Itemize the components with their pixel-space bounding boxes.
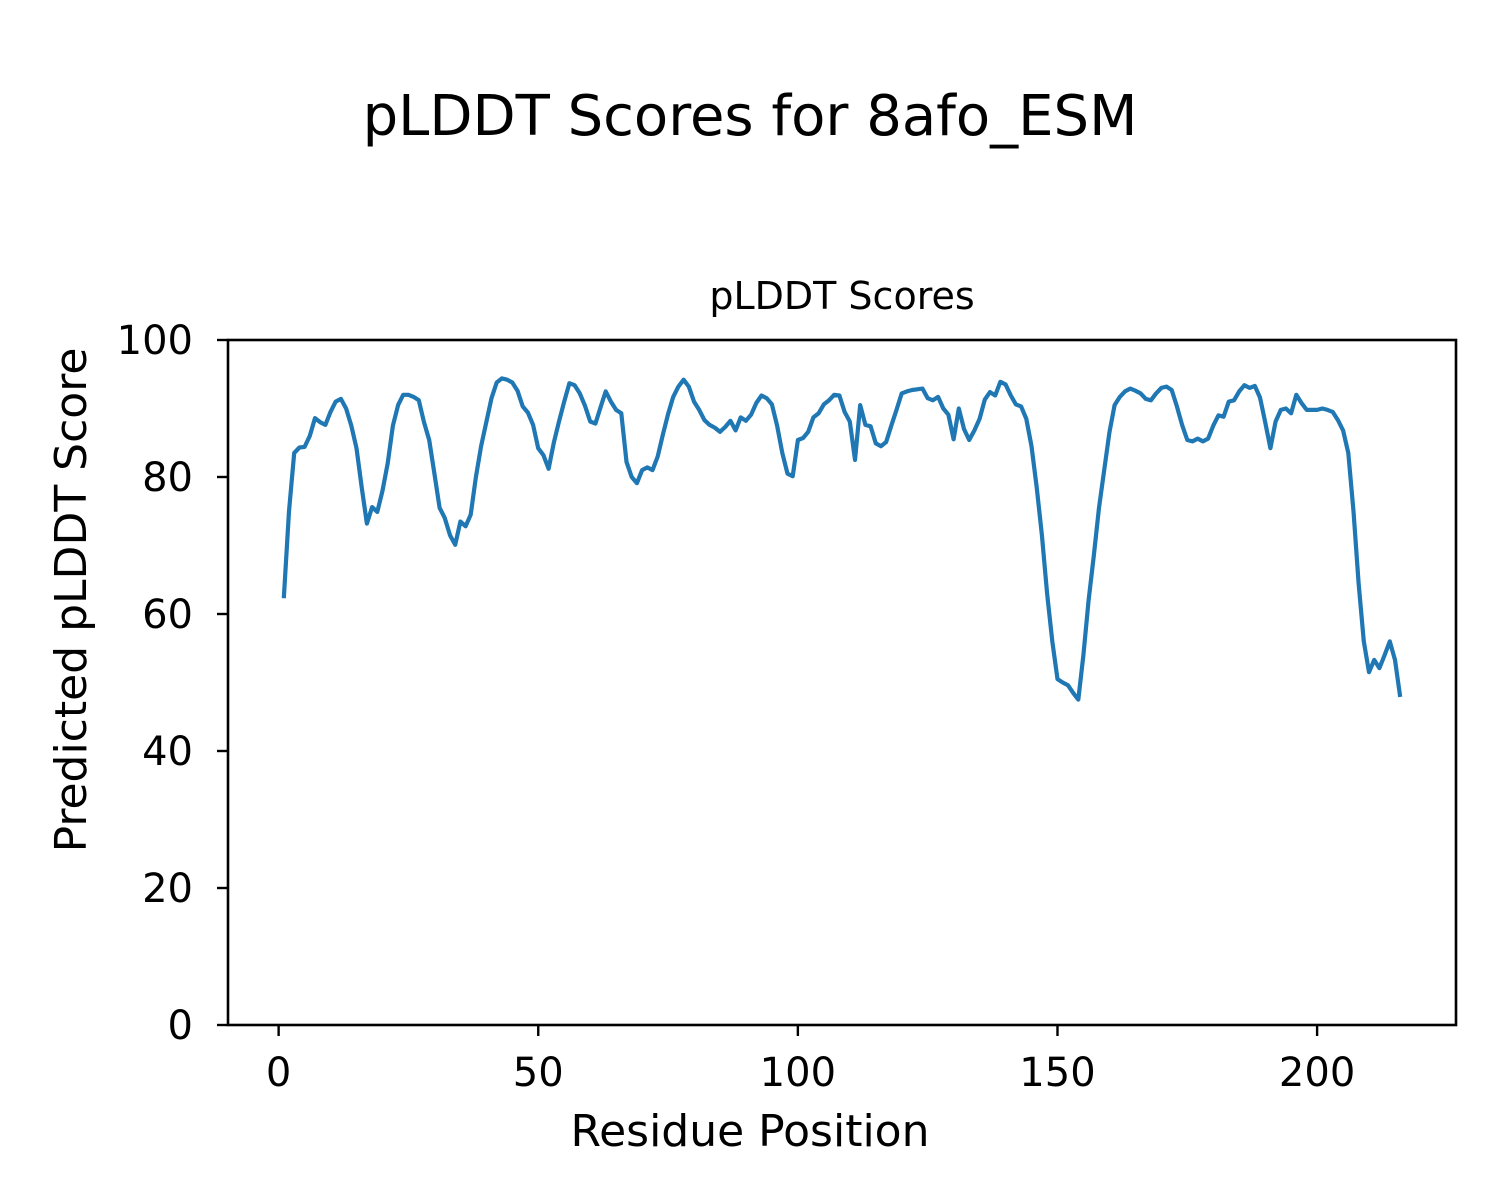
y-tick-label: 60 — [142, 592, 193, 638]
x-tick-label: 50 — [513, 1050, 564, 1096]
y-tick-label: 80 — [142, 455, 193, 501]
y-tick-label: 40 — [142, 729, 193, 775]
x-axis-label: Residue Position — [570, 1106, 930, 1157]
y-tick-label: 20 — [142, 866, 193, 912]
x-tick-label: 0 — [266, 1050, 291, 1096]
y-tick-label: 100 — [117, 318, 193, 364]
plddt-line — [281, 376, 1403, 702]
axes-spines — [226, 338, 1458, 1027]
y-tick-label: 0 — [168, 1003, 193, 1049]
x-tick-label: 150 — [1019, 1050, 1095, 1096]
figure-title: pLDDT Scores for 8afo_ESM — [362, 84, 1138, 149]
axes-title: pLDDT Scores — [709, 274, 975, 318]
x-tick-label: 200 — [1279, 1050, 1355, 1096]
x-tick-label: 100 — [760, 1050, 836, 1096]
